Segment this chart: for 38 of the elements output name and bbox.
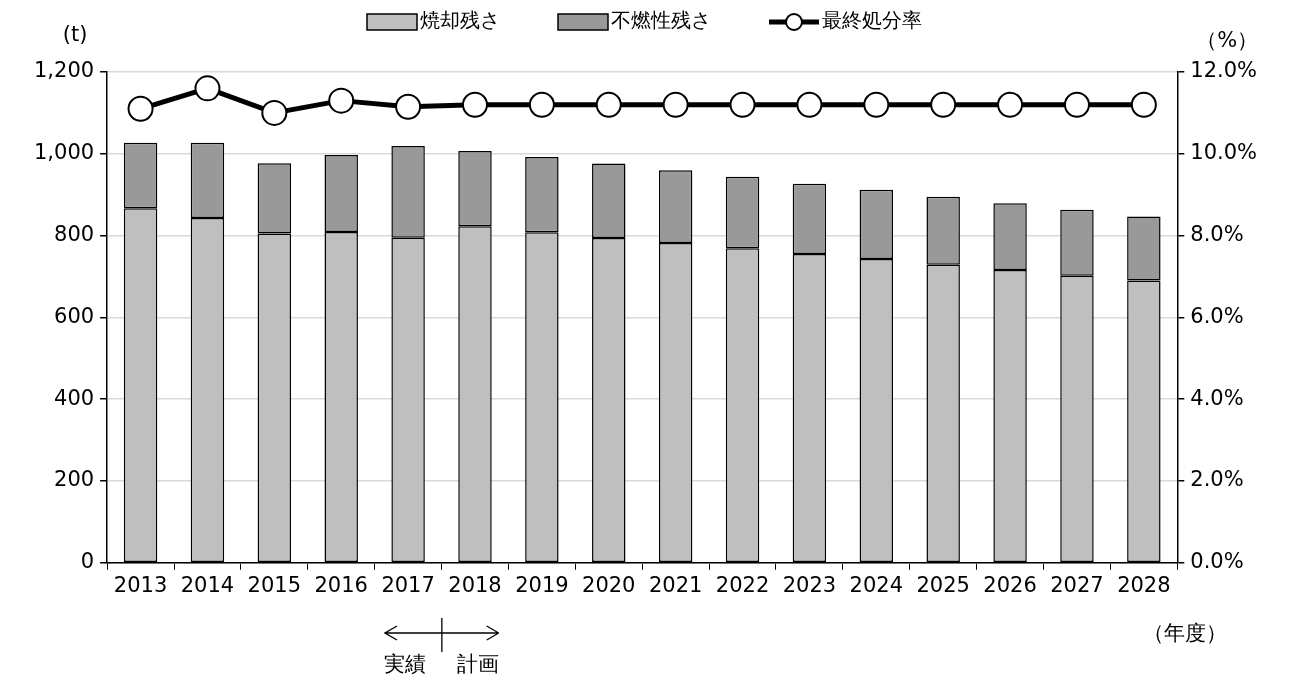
x-tick-label: 2015 <box>247 572 302 597</box>
x-tick-label: 2026 <box>983 572 1037 597</box>
x-tick-label: 2013 <box>113 572 168 597</box>
y2-tick-label: 8.0% <box>1190 222 1244 247</box>
x-tick-label: 2018 <box>448 572 502 597</box>
y2-tick-label: 12.0% <box>1190 58 1258 83</box>
y-tick-label: 0 <box>80 549 95 574</box>
legend-label: 不燃性残さ <box>611 8 711 33</box>
x-tick-label: 2014 <box>180 572 235 597</box>
y2-tick-label: 2.0% <box>1190 467 1244 492</box>
x-axis-title: （年度） <box>1143 621 1228 646</box>
y-tick-label: 600 <box>54 303 95 328</box>
y-tick-label: 400 <box>54 385 95 410</box>
x-tick-label: 2017 <box>381 572 435 597</box>
x-tick-label: 2028 <box>1117 572 1171 597</box>
legend-label: 焼却残さ <box>420 8 500 33</box>
text: 実績 <box>383 652 426 677</box>
x-tick-label: 2019 <box>515 572 569 597</box>
y2-tick-label: 4.0% <box>1190 385 1244 410</box>
y-tick-label: 1,200 <box>33 58 95 83</box>
y2-axis-title: （%） <box>1196 28 1259 53</box>
x-tick-label: 2023 <box>782 572 837 597</box>
y-tick-label: 800 <box>54 222 95 247</box>
y2-tick-label: 0.0% <box>1190 549 1244 574</box>
y2-tick-label: 6.0% <box>1190 303 1244 328</box>
x-tick-label: 2027 <box>1050 572 1104 597</box>
x-tick-label: 2025 <box>916 572 970 597</box>
y-tick-label: 200 <box>54 467 95 492</box>
y-tick-label: 1,000 <box>33 140 95 165</box>
x-tick-label: 2021 <box>648 572 703 597</box>
x-tick-label: 2016 <box>314 572 368 597</box>
text: 計画 <box>457 652 500 677</box>
x-tick-label: 2024 <box>849 572 904 597</box>
x-tick-label: 2022 <box>715 572 770 597</box>
y-axis-title: (t) <box>62 22 88 47</box>
y2-tick-label: 10.0% <box>1190 140 1258 165</box>
legend-label: 最終処分率 <box>822 8 922 33</box>
x-tick-label: 2020 <box>582 572 636 597</box>
